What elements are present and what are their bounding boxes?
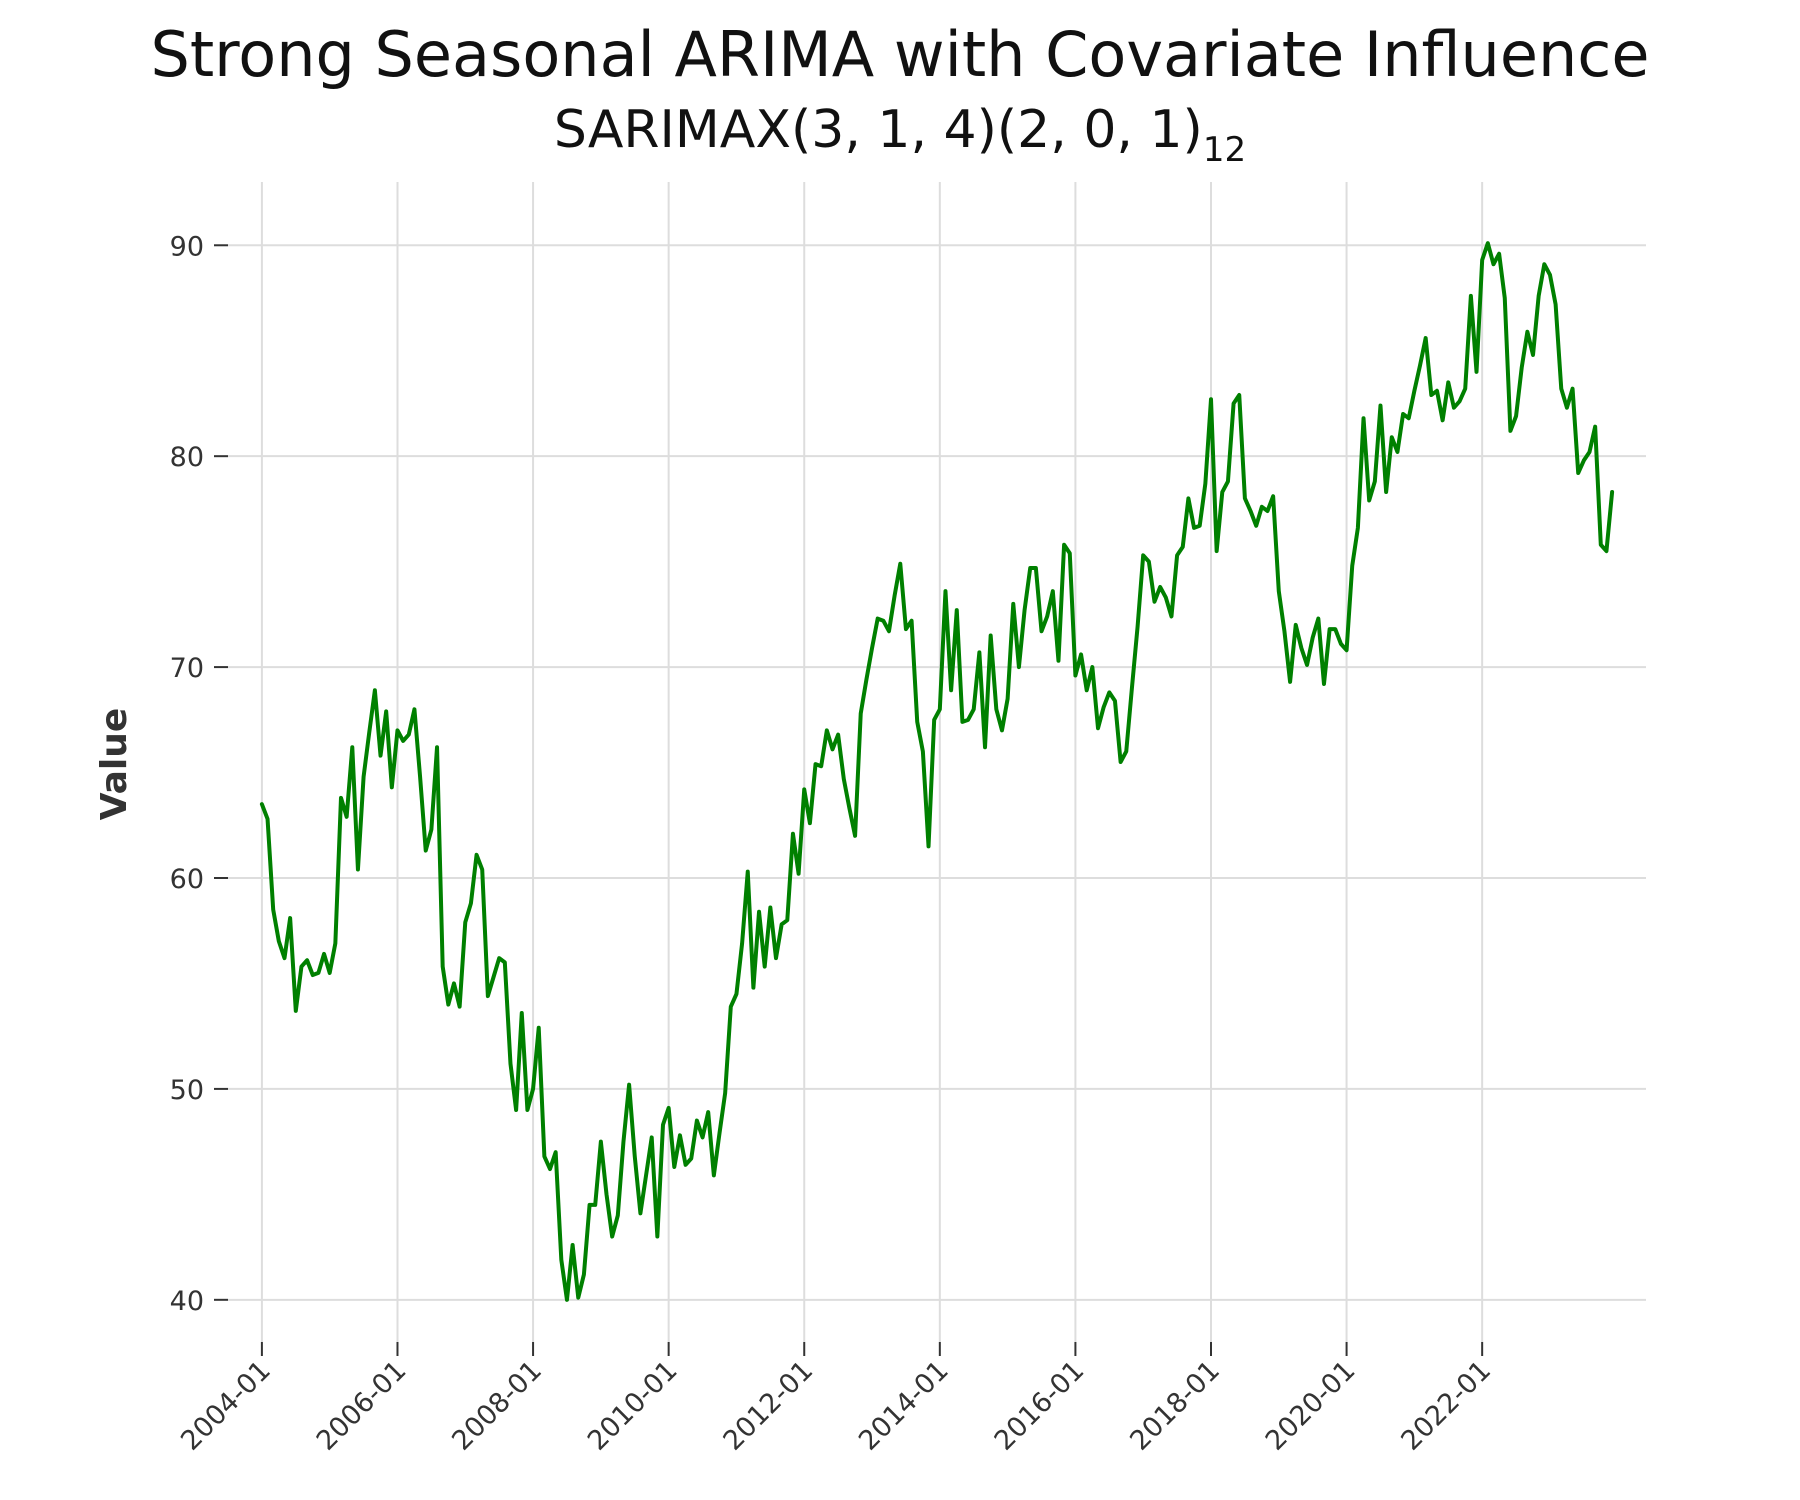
chart-title: Strong Seasonal ARIMA with Covariate Inf… [150,18,1650,91]
x-tick-label: 2016-01 [989,1355,1091,1457]
x-tick-label: 2006-01 [311,1355,413,1457]
y-tick-label: 90 [170,231,204,262]
y-axis-label: Value [94,708,135,821]
subtitle-main: SARIMAX(3, 1, 4)(2, 0, 1) [553,100,1203,160]
subtitle-subscript: 12 [1202,130,1247,170]
chart-subtitle: SARIMAX(3, 1, 4)(2, 0, 1)12 [0,100,1800,170]
x-tick-label: 2004-01 [175,1355,277,1457]
x-axis: 2004-01 2006-01 2008-01 2010-01 2012-01 2014-… [175,1342,1497,1457]
series-line [259,241,1615,1302]
y-tick-label: 80 [170,442,204,473]
y-tick-label: 60 [170,864,204,895]
x-tick-label: 2014-01 [853,1355,955,1457]
y-tick-label: 70 [170,653,204,684]
x-tick-label: 2010-01 [582,1355,684,1457]
x-tick-label: 2018-01 [1124,1355,1226,1457]
x-tick-label: 2008-01 [446,1355,548,1457]
x-tick-label: 2022-01 [1395,1355,1497,1457]
series-group [259,241,1615,1302]
y-tick-label: 50 [170,1075,204,1106]
x-tick-label: 2012-01 [717,1355,819,1457]
x-tick-label: 2020-01 [1260,1355,1362,1457]
grid-lines [228,182,1646,1342]
y-axis: 40 50 60 70 80 90 [170,231,228,1317]
y-tick-label: 40 [170,1286,204,1317]
